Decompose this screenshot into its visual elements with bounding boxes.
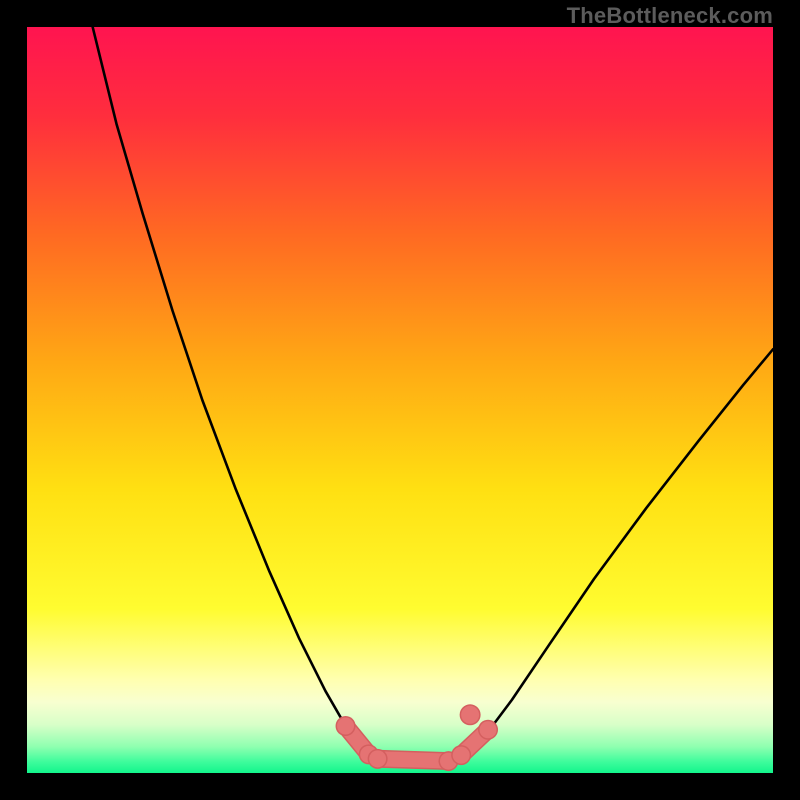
worm-bead: [480, 721, 497, 738]
watermark-label: TheBottleneck.com: [567, 3, 773, 29]
worm-segment: [378, 759, 449, 761]
chart-stage: TheBottleneck.com: [0, 0, 800, 800]
worm-bead: [453, 747, 470, 764]
worm-bead: [369, 750, 386, 767]
gradient-background: [27, 27, 773, 773]
worm-bead: [337, 718, 354, 735]
bottleneck-curve-chart: [27, 27, 773, 773]
worm-dot: [461, 706, 479, 724]
